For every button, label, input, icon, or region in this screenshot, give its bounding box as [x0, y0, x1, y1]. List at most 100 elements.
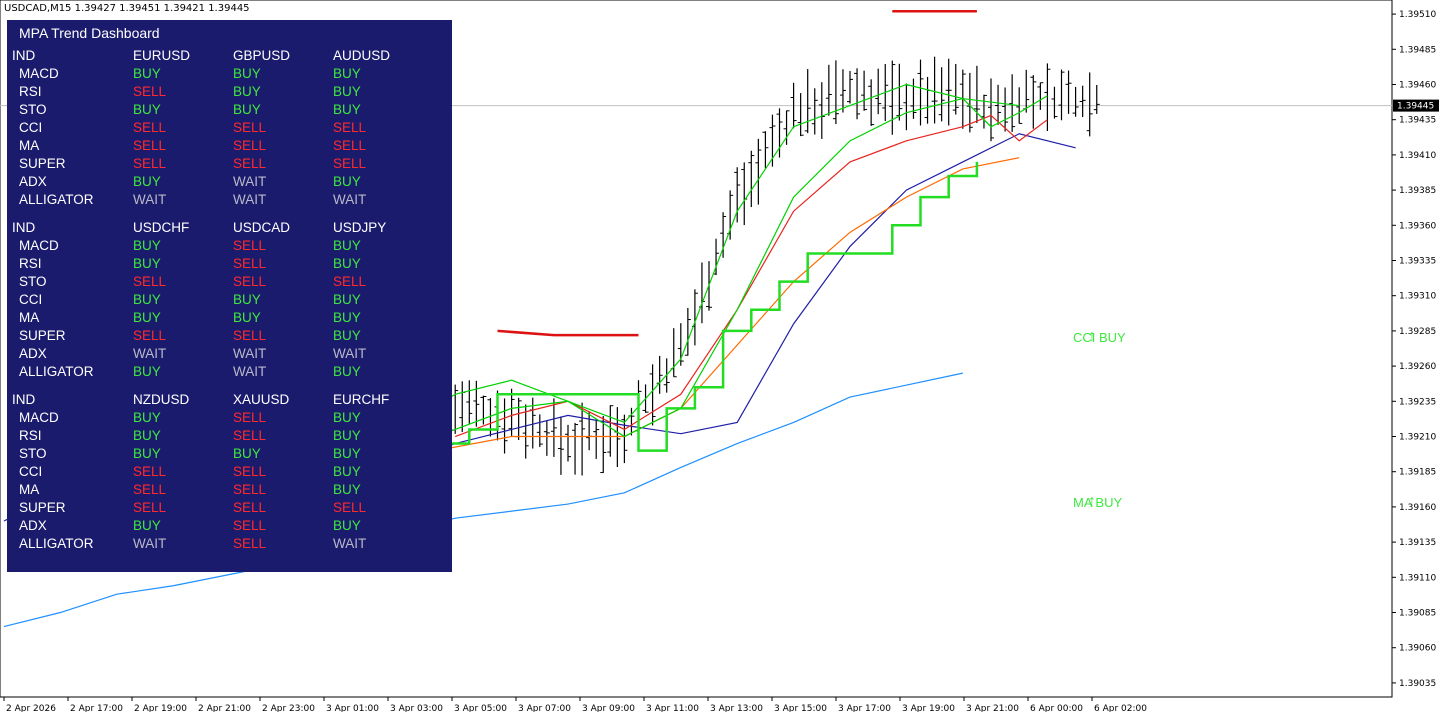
x-tick-label: 3 Apr 17:00: [838, 704, 891, 712]
chart-title: USDCAD,M15 1.39427 1.39451 1.39421 1.394…: [4, 3, 250, 14]
ma-200-line: [3, 372, 963, 628]
y-tick-label: 1.39335: [1399, 256, 1436, 266]
indicator-label: RSI: [19, 256, 42, 271]
dashboard-header-cell: GBPUSD: [233, 48, 291, 63]
signal-cell: SELL: [333, 500, 367, 515]
indicator-label: STO: [19, 102, 47, 117]
dashboard-header-cell: EURCHF: [333, 392, 390, 407]
signal-cell: BUY: [333, 518, 361, 533]
y-tick-label: 1.39510: [1399, 10, 1436, 20]
signal-cell: SELL: [133, 156, 167, 171]
x-tick-label: 2 Apr 17:00: [70, 704, 123, 712]
signal-cell: BUY: [333, 238, 361, 253]
signal-cell: BUY: [133, 66, 161, 81]
signal-label: CCI BUY: [1073, 329, 1126, 345]
signal-cell: SELL: [233, 328, 267, 343]
x-tick-label: 3 Apr 11:00: [646, 704, 699, 712]
signal-cell: BUY: [333, 364, 361, 379]
signal-cell: WAIT: [233, 346, 267, 361]
signal-cell: SELL: [333, 156, 367, 171]
signal-cell: WAIT: [133, 346, 167, 361]
indicator-label: ADX: [19, 174, 47, 189]
signal-cell: SELL: [233, 274, 267, 289]
signal-cell: BUY: [233, 84, 261, 99]
indicator-label: MA: [19, 482, 40, 497]
y-tick-label: 1.39310: [1399, 292, 1436, 302]
dashboard-header-cell: USDJPY: [333, 220, 387, 235]
x-tick-label: 3 Apr 19:00: [902, 704, 955, 712]
indicator-label: MACD: [19, 66, 59, 81]
y-tick-label: 1.39285: [1399, 327, 1436, 337]
signal-cell: SELL: [233, 120, 267, 135]
signal-cell: SELL: [333, 120, 367, 135]
signal-cell: SELL: [233, 410, 267, 425]
y-tick-label: 1.39085: [1399, 609, 1436, 619]
signal-cell: SELL: [233, 156, 267, 171]
plot-frame: [0, 0, 1393, 698]
y-tick-label: 1.39460: [1399, 80, 1436, 90]
signal-cell: WAIT: [233, 192, 267, 207]
indicator-label: ADX: [19, 346, 47, 361]
x-tick-label: 2 Apr 23:00: [262, 704, 315, 712]
signal-cell: SELL: [133, 274, 167, 289]
dashboard-header-cell: AUDUSD: [333, 48, 391, 63]
x-tick-label: 2 Apr 19:00: [134, 704, 187, 712]
indicator-label: SUPER: [19, 156, 66, 171]
signal-cell: WAIT: [133, 536, 167, 551]
signal-label: MA BUY: [1073, 494, 1123, 510]
x-tick-label: 3 Apr 05:00: [454, 704, 507, 712]
dashboard-header-cell: USDCAD: [233, 220, 291, 235]
signal-cell: BUY: [133, 174, 161, 189]
y-tick-label: 1.39110: [1399, 573, 1436, 583]
signal-cell: BUY: [333, 482, 361, 497]
indicator-label: ADX: [19, 518, 47, 533]
indicator-label: RSI: [19, 84, 42, 99]
ohlc-bars: [445, 56, 1100, 476]
signal-cell: BUY: [133, 446, 161, 461]
signal-cell: WAIT: [333, 536, 367, 551]
signal-cell: BUY: [133, 410, 161, 425]
signal-cell: BUY: [133, 310, 161, 325]
signal-cell: SELL: [233, 464, 267, 479]
signal-cell: BUY: [333, 428, 361, 443]
signal-cell: SELL: [233, 500, 267, 515]
signal-cell: SELL: [233, 256, 267, 271]
indicator-label: STO: [19, 274, 47, 289]
resistance-line: [497, 329, 639, 337]
dashboard-header-cell: EURUSD: [133, 48, 191, 63]
dashboard-header-cell: IND: [12, 220, 36, 235]
indicator-label: STO: [19, 446, 47, 461]
signal-cell: BUY: [133, 518, 161, 533]
signal-cell: WAIT: [333, 346, 367, 361]
signal-cell: BUY: [133, 364, 161, 379]
signal-cell: SELL: [133, 464, 167, 479]
signal-cell: WAIT: [133, 192, 167, 207]
x-tick-label: 3 Apr 07:00: [518, 704, 571, 712]
x-tick-label: 3 Apr 15:00: [774, 704, 827, 712]
current-price-tag: [1393, 99, 1439, 112]
signal-cell: BUY: [333, 66, 361, 81]
signal-cell: BUY: [333, 328, 361, 343]
trend-dashboard: MPA Trend Dashboard IND EURUSD GBPUSD AUDUS…: [7, 20, 452, 572]
y-tick-label: 1.39385: [1399, 186, 1436, 196]
y-tick-label: 1.39035: [1399, 679, 1436, 689]
signal-cell: WAIT: [233, 174, 267, 189]
y-tick-label: 1.39410: [1399, 151, 1436, 161]
chart-axes: 1.39510 1.39485 1.39460 1.39435 1.39410 1.393…: [3, 10, 1439, 712]
dashboard-header-cell: USDCHF: [133, 220, 190, 235]
y-tick-label: 1.39185: [1399, 468, 1436, 478]
signal-cell: SELL: [333, 274, 367, 289]
x-tick-label: 2 Apr 21:00: [198, 704, 251, 712]
signal-cell: BUY: [133, 102, 161, 117]
indicator-label: SUPER: [19, 500, 66, 515]
signal-cell: BUY: [133, 256, 161, 271]
signal-cell: BUY: [133, 238, 161, 253]
signal-cell: BUY: [333, 256, 361, 271]
signal-cell: SELL: [133, 328, 167, 343]
x-tick-label: 6 Apr 02:00: [1094, 704, 1147, 712]
signal-cell: WAIT: [333, 192, 367, 207]
ma-orange-line: [398, 157, 1020, 459]
signal-cell: SELL: [233, 482, 267, 497]
signal-cell: BUY: [333, 310, 361, 325]
